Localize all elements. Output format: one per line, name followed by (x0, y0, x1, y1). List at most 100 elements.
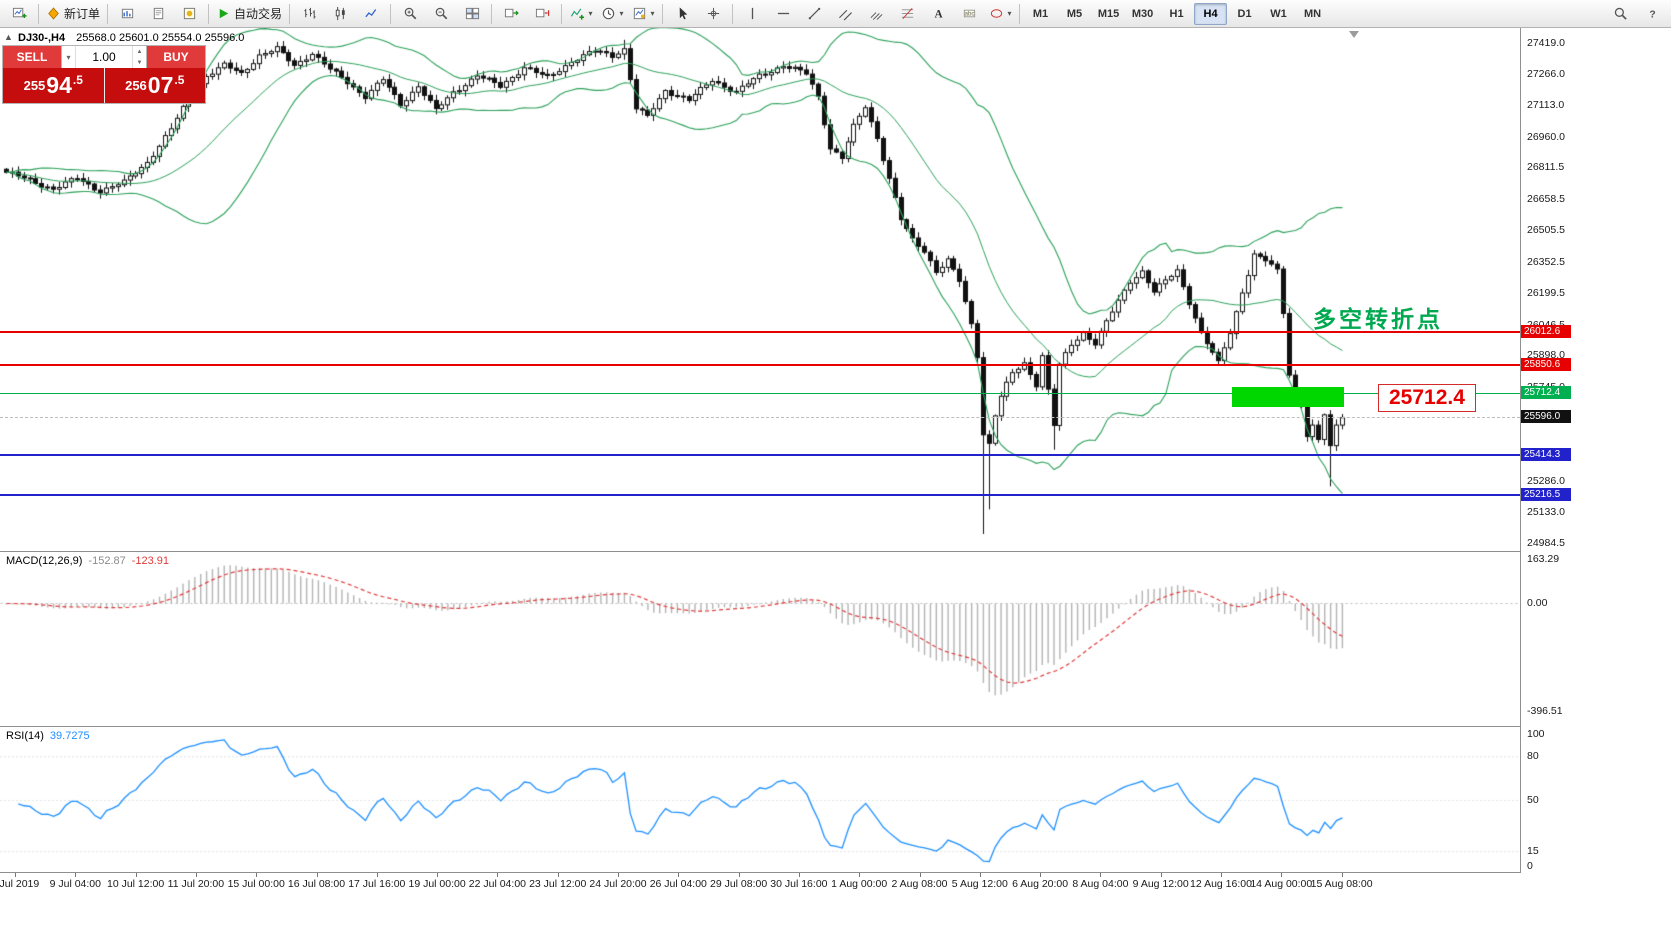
macd-indicator-label: MACD(12,26,9) -152.87 -123.91 (6, 555, 169, 567)
new-order-button[interactable]: 新订单 (43, 2, 103, 26)
zoom-in-button[interactable] (395, 2, 425, 26)
trendline-button[interactable] (799, 2, 829, 26)
pitchfork-button[interactable] (861, 2, 891, 26)
buy-button[interactable]: BUY (147, 46, 205, 68)
candlestick-button[interactable] (325, 2, 355, 26)
fibonacci-button[interactable] (892, 2, 922, 26)
bar-chart-button[interactable] (294, 2, 324, 26)
rsi-axis-label: 50 (1527, 794, 1539, 806)
new-chart-button[interactable] (4, 2, 34, 26)
horizontal-line-button[interactable] (768, 2, 798, 26)
volume-up-icon[interactable]: ▲ (136, 48, 143, 55)
panel-separator-rsi[interactable] (0, 726, 1671, 727)
tile-windows-icon (465, 6, 480, 21)
zoom-out-icon (434, 6, 449, 21)
time-axis-tick (376, 873, 378, 877)
buy-price-frac: .5 (174, 73, 185, 87)
timeframe-m5-button[interactable]: M5 (1066, 7, 1083, 20)
time-axis-tick (1040, 873, 1042, 877)
price-tag-25850.6: 25850.6 (1521, 357, 1571, 371)
rsi-axis-label: 15 (1527, 845, 1539, 858)
panel-separator-macd[interactable] (0, 551, 1671, 552)
price-chart-canvas[interactable] (0, 28, 1520, 552)
time-axis-label: 24 Jul 20:00 (589, 878, 647, 890)
svg-text:A: A (934, 8, 943, 20)
shapes-button[interactable]: ▾ (985, 2, 1015, 26)
search-button[interactable] (1605, 2, 1635, 26)
price-axis-label: 26199.5 (1527, 287, 1565, 300)
dropdown-caret-icon: ▾ (588, 9, 593, 18)
price-axis-label: 26811.5 (1527, 161, 1565, 174)
timeframe-mn-button[interactable]: MN (1303, 7, 1322, 20)
volume-down-icon[interactable]: ▼ (136, 59, 143, 66)
timeframe-m1-button[interactable]: M1 (1032, 7, 1049, 20)
toolbar-separator (662, 3, 664, 24)
horizontal-line-25712.4[interactable] (0, 392, 1520, 394)
price-axis-label: 24984.5 (1527, 536, 1565, 549)
channel-button[interactable] (830, 2, 860, 26)
indicators-button[interactable]: ▾ (566, 2, 596, 26)
autoscroll-button[interactable] (496, 2, 526, 26)
price-tag-25596.0: 25596.0 (1521, 410, 1571, 424)
time-axis-tick (1160, 873, 1162, 877)
time-axis-label: 14 Aug 00:00 (1250, 878, 1313, 890)
text-button[interactable]: A (923, 2, 953, 26)
price-tag-25414.3: 25414.3 (1521, 447, 1571, 461)
zoom-out-button[interactable] (426, 2, 456, 26)
buy-price-button[interactable]: 256 07.5 (104, 68, 205, 103)
shapes-icon (989, 6, 1004, 21)
time-axis-label: 19 Jul 00:00 (408, 878, 466, 890)
autotrading-button[interactable]: 自动交易 (213, 2, 285, 26)
data-window-button[interactable] (143, 2, 173, 26)
templates-button[interactable]: ▾ (628, 2, 658, 26)
highlight-rectangle[interactable] (1231, 386, 1344, 407)
price-callout[interactable]: 25712.4 (1378, 384, 1476, 412)
label-button[interactable]: abc (954, 2, 984, 26)
line-chart-button[interactable] (356, 2, 386, 26)
horizontal-line-25216.5[interactable] (0, 494, 1520, 497)
one-click-toggle-icon[interactable]: ▲ (4, 32, 13, 42)
toolbar-separator (561, 3, 563, 24)
cursor-button[interactable] (667, 2, 697, 26)
horizontal-line-26012.6[interactable] (0, 330, 1520, 333)
market-watch-button[interactable] (112, 2, 142, 26)
timeframe-m15-button[interactable]: M15 (1097, 7, 1120, 20)
periods-button[interactable]: ▾ (597, 2, 627, 26)
horizontal-line-25414.3[interactable] (0, 453, 1520, 456)
time-axis-label: 15 Aug 08:00 (1310, 878, 1373, 890)
dropdown-caret-icon: ▾ (619, 9, 624, 18)
time-axis-label: 2 Aug 08:00 (891, 878, 948, 890)
sell-price-prefix: 255 (23, 78, 46, 93)
timeframe-d1-button[interactable]: D1 (1237, 7, 1252, 20)
fibonacci-icon (900, 6, 915, 21)
time-axis-label: 30 Jul 16:00 (770, 878, 828, 890)
macd-panel-canvas[interactable] (0, 552, 1520, 727)
panel-separator-time[interactable] (0, 872, 1671, 873)
rsi-panel-canvas[interactable] (0, 727, 1520, 873)
crosshair-button[interactable] (698, 2, 728, 26)
horizontal-line-25850.6[interactable] (0, 363, 1520, 366)
chart-annotation-text[interactable]: 多空转折点 (1313, 306, 1443, 332)
trendline-icon (807, 6, 822, 21)
sell-price-button[interactable]: 255 94.5 (3, 68, 104, 103)
text-icon: A (931, 6, 946, 21)
timeframe-w1-button[interactable]: W1 (1270, 7, 1287, 20)
timeframe-h4-button[interactable]: H4 (1194, 2, 1228, 25)
toolbar-separator (38, 3, 39, 24)
time-axis-tick (1281, 873, 1283, 877)
vertical-line-button[interactable] (737, 2, 767, 26)
toolbar-separator (208, 3, 210, 24)
tile-windows-button[interactable] (457, 2, 487, 26)
navigator-button[interactable] (174, 2, 204, 26)
timeframe-h1-button[interactable]: H1 (1169, 7, 1184, 20)
volume-input[interactable]: 1.00 (92, 50, 116, 64)
help-button[interactable]: ? (1637, 2, 1667, 26)
shift-end-button[interactable] (527, 2, 557, 26)
price-axis[interactable]: 27419.0 27266.0 27113.0 26960.0 26811.5 26658… (1520, 28, 1671, 873)
sell-button[interactable]: SELL (3, 46, 61, 68)
timeframe-m30-button[interactable]: M30 (1131, 7, 1154, 20)
volume-dropdown-icon[interactable]: ▾ (62, 46, 76, 68)
